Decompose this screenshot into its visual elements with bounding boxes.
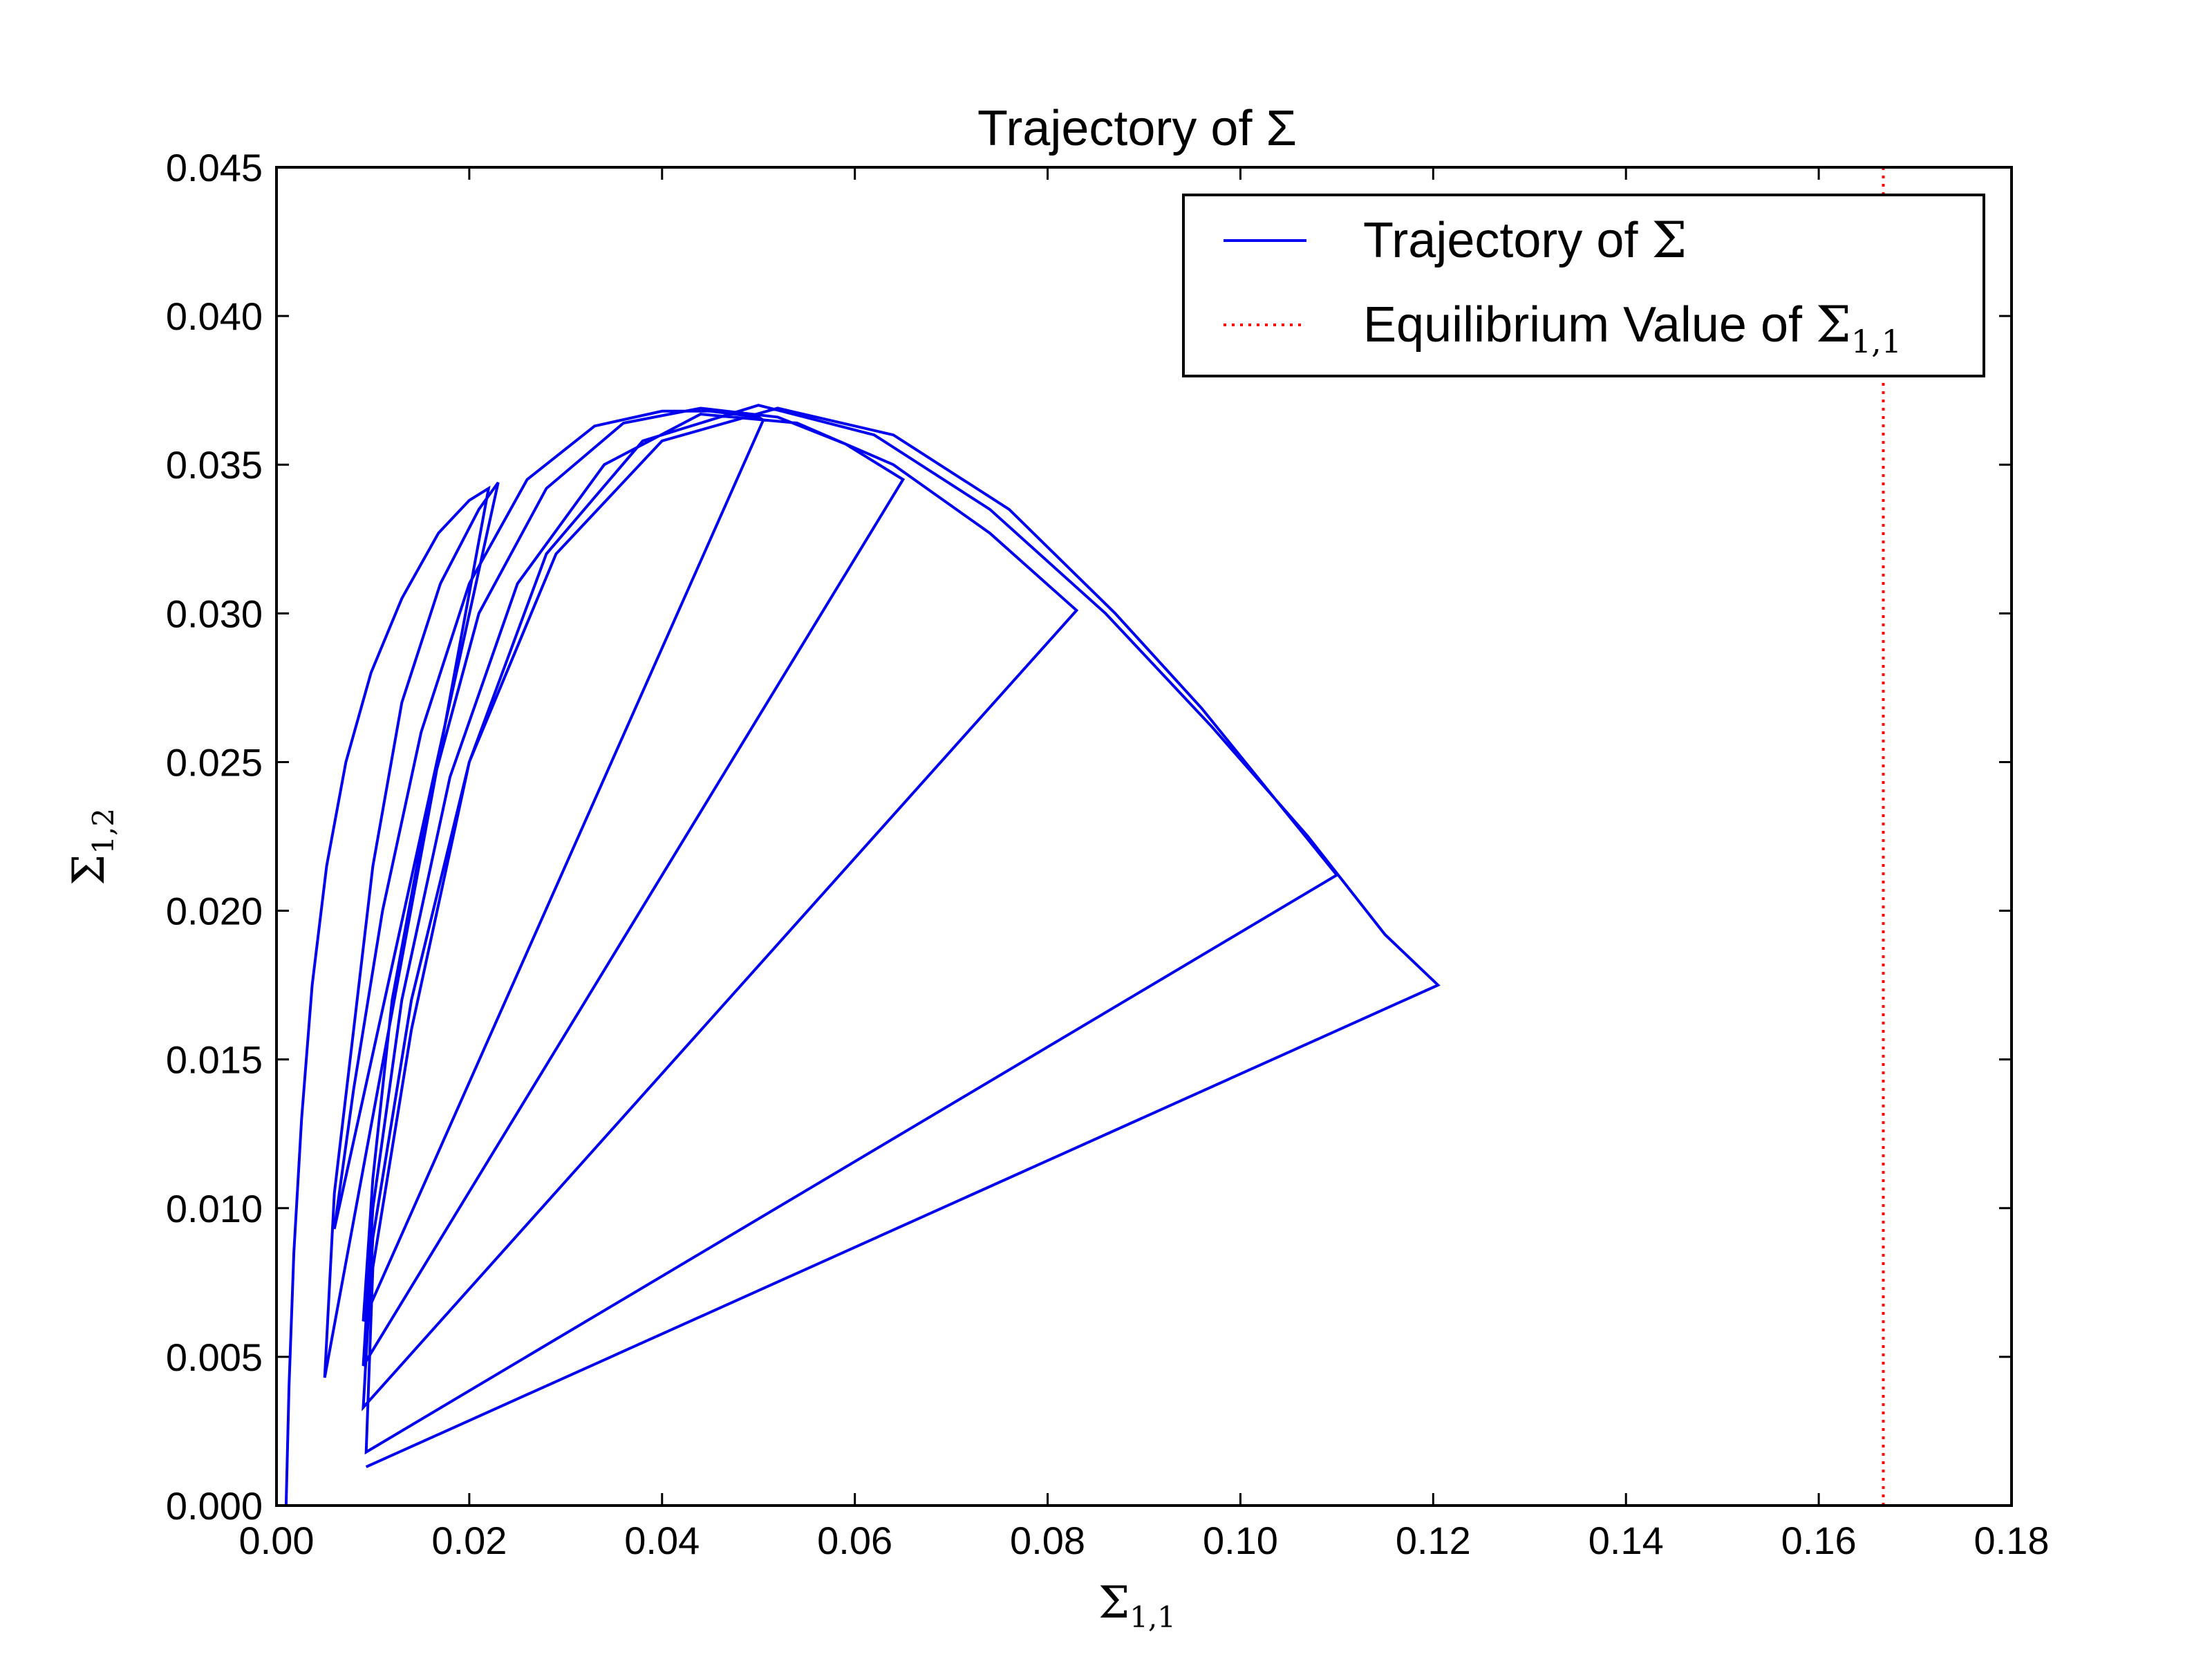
x-tick-label: 0.14 <box>1588 1519 1664 1562</box>
y-tick-label: 0.040 <box>166 294 263 338</box>
x-axis-ticks: 0.00 0.02 0.04 0.06 0.08 0.10 0.12 0.14 0.16 0.18 <box>239 167 2050 1562</box>
x-tick-label: 0.02 <box>431 1519 507 1562</box>
x-tick-label: 0.18 <box>1974 1519 2050 1562</box>
y-tick-label: 0.035 <box>166 443 263 487</box>
series-line-0 <box>284 404 1441 1506</box>
y-tick-label: 0.025 <box>166 740 263 784</box>
x-tick-label: 0.16 <box>1781 1519 1857 1562</box>
y-axis-ticks: 0.000 0.005 0.010 0.015 0.020 0.025 0.030 0.035… <box>166 146 2012 1528</box>
x-tick-label: 0.04 <box>624 1519 700 1562</box>
y-tick-label: 0.000 <box>166 1484 263 1528</box>
plot-series <box>284 167 1885 1506</box>
chart-title: Trajectory of Σ <box>977 101 1297 156</box>
x-tick-label: 0.12 <box>1396 1519 1471 1562</box>
plot-area-frame <box>275 166 2013 1507</box>
y-tick-label: 0.005 <box>166 1335 263 1379</box>
x-tick-label: 0.06 <box>817 1519 892 1562</box>
x-axis-label: Σ1,1 <box>1098 1577 1176 1634</box>
x-tick-label: 0.10 <box>1203 1519 1278 1562</box>
legend-entry-trajectory: Trajectory of Σ <box>1363 211 1687 269</box>
y-tick-label: 0.045 <box>166 146 263 189</box>
y-tick-label: 0.015 <box>166 1038 263 1082</box>
legend: Trajectory of Σ Equilibrium Value of Σ1,… <box>1182 194 1985 377</box>
legend-box <box>1182 194 1985 377</box>
y-axis-label: Σ1,2 <box>64 808 120 885</box>
y-tick-label: 0.030 <box>166 592 263 635</box>
chart-title-text: Trajectory of Σ <box>977 101 1297 156</box>
x-tick-label: 0.00 <box>239 1519 315 1562</box>
y-tick-label: 0.020 <box>166 890 263 933</box>
y-tick-label: 0.010 <box>166 1187 263 1230</box>
legend-entry-equilibrium: Equilibrium Value of Σ1,1 <box>1363 295 1902 360</box>
x-tick-label: 0.08 <box>1010 1519 1085 1562</box>
